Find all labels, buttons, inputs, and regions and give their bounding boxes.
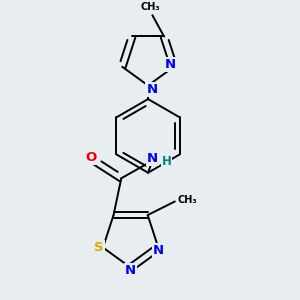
Text: N: N [153,244,164,257]
Text: CH₃: CH₃ [178,195,197,205]
Text: N: N [125,264,136,277]
Text: N: N [147,152,158,165]
Text: S: S [94,241,104,254]
Text: H: H [162,155,172,168]
Text: N: N [164,58,175,71]
Text: N: N [146,83,158,96]
Text: CH₃: CH₃ [141,2,160,12]
Text: O: O [85,152,97,164]
